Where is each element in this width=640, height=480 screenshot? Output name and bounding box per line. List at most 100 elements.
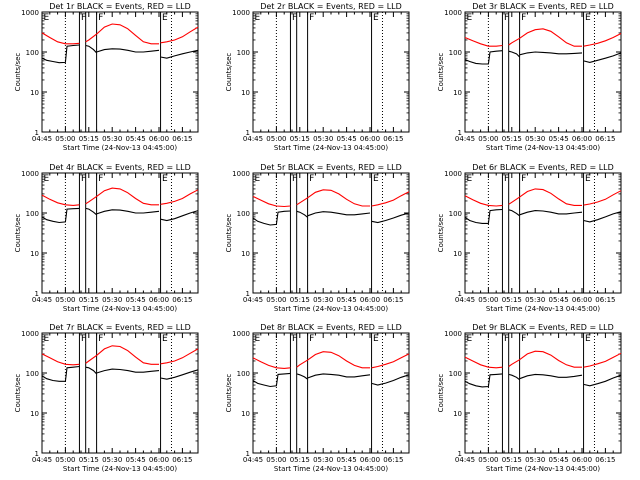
series-line-lld: [464, 36, 503, 47]
x-tick-label: 04:45: [243, 456, 263, 464]
x-tick-label: 06:00: [149, 456, 169, 464]
x-tick-label: 06:15: [383, 456, 403, 464]
marker-label: F: [504, 334, 509, 344]
x-tick-label: 05:15: [290, 135, 310, 143]
series-line-events: [307, 373, 371, 379]
series-line-events: [583, 374, 622, 387]
series-line-lld: [41, 353, 80, 366]
series-line-lld: [160, 26, 199, 44]
y-tick-label: 1: [246, 290, 250, 298]
series-line-lld: [508, 350, 582, 368]
x-tick-label: 05:15: [79, 135, 99, 143]
series-line-lld: [583, 190, 622, 206]
y-tick-label: 1000: [444, 330, 462, 338]
x-tick-label: 05:30: [525, 456, 545, 464]
x-tick-label: 05:30: [313, 135, 333, 143]
series-line-events: [96, 209, 160, 215]
series-line-events: [296, 210, 308, 218]
series-line-events: [160, 49, 199, 59]
series-line-lld: [85, 187, 159, 206]
y-tick-label: 1000: [444, 170, 462, 178]
marker-label: F: [98, 334, 103, 344]
marker-label: E: [585, 334, 591, 344]
y-tick-label: 10: [30, 410, 39, 418]
x-tick-label: 05:45: [126, 296, 146, 304]
x-tick-label: 06:00: [149, 296, 169, 304]
x-axis-label: Start Time (24-Nov-13 04:45:00): [63, 465, 177, 473]
panel-title: Det 8r BLACK = Events, RED = LLD: [260, 323, 402, 332]
marker-label: E: [467, 334, 473, 344]
y-axis-label: Counts/sec: [14, 374, 22, 413]
panel-6: Det 6r BLACK = Events, RED = LLD 1 10 100 10…: [437, 163, 622, 313]
x-tick-label: 06:15: [172, 456, 192, 464]
series-line-lld: [252, 195, 291, 208]
x-tick-label: 06:15: [172, 135, 192, 143]
x-tick-label: 05:00: [266, 296, 286, 304]
x-tick-label: 05:15: [502, 296, 522, 304]
x-tick-label: 05:45: [126, 456, 146, 464]
x-tick-label: 05:45: [337, 456, 357, 464]
x-tick-label: 05:45: [549, 296, 569, 304]
x-axis-label: Start Time (24-Nov-13 04:45:00): [486, 305, 600, 313]
panel-title: Det 9r BLACK = Events, RED = LLD: [472, 323, 614, 332]
x-tick-label: 04:45: [32, 456, 52, 464]
series-line-lld: [85, 23, 159, 45]
x-tick-label: 06:15: [595, 456, 615, 464]
series-line-events: [371, 212, 410, 224]
x-tick-label: 05:30: [525, 135, 545, 143]
y-tick-label: 10: [241, 89, 250, 97]
x-axis-label: Start Time (24-Nov-13 04:45:00): [274, 144, 388, 152]
y-axis-label: Counts/sec: [437, 214, 445, 253]
x-tick-label: 05:45: [126, 135, 146, 143]
y-tick-label: 100: [449, 49, 462, 57]
marker-label: F: [521, 174, 526, 184]
marker-label: E: [373, 174, 379, 184]
x-tick-label: 06:15: [595, 296, 615, 304]
x-tick-label: 06:00: [572, 135, 592, 143]
series-line-events: [464, 50, 503, 65]
panel-7: Det 7r BLACK = Events, RED = LLD 1 10 100 10…: [14, 323, 199, 473]
y-tick-label: 1000: [232, 9, 250, 17]
y-tick-label: 100: [449, 370, 462, 378]
marker-label: E: [467, 13, 473, 23]
x-tick-label: 05:15: [502, 456, 522, 464]
y-tick-label: 10: [453, 410, 462, 418]
series-line-lld: [85, 345, 159, 365]
y-tick-label: 1: [458, 129, 462, 137]
panel-title: Det 4r BLACK = Events, RED = LLD: [49, 163, 191, 172]
panel-title: Det 1r BLACK = Events, RED = LLD: [49, 2, 191, 11]
panel-title: Det 2r BLACK = Events, RED = LLD: [260, 2, 402, 11]
marker-label: E: [255, 334, 261, 344]
x-tick-label: 05:45: [549, 456, 569, 464]
y-tick-label: 100: [237, 49, 250, 57]
x-axis-label: Start Time (24-Nov-13 04:45:00): [486, 465, 600, 473]
x-tick-label: 06:00: [360, 296, 380, 304]
series-line-events: [519, 210, 583, 216]
x-tick-label: 05:00: [266, 135, 286, 143]
marker-label: F: [81, 174, 86, 184]
y-tick-label: 1: [458, 290, 462, 298]
x-tick-label: 05:00: [55, 456, 75, 464]
series-line-events: [464, 208, 503, 224]
x-axis-label: Start Time (24-Nov-13 04:45:00): [63, 144, 177, 152]
x-tick-label: 04:45: [32, 135, 52, 143]
y-tick-label: 10: [453, 89, 462, 97]
series-line-lld: [583, 352, 622, 368]
series-line-lld: [371, 353, 410, 369]
series-line-events: [464, 373, 503, 388]
y-tick-label: 10: [30, 89, 39, 97]
y-tick-label: 100: [26, 210, 39, 218]
panel-title: Det 3r BLACK = Events, RED = LLD: [472, 2, 614, 11]
x-tick-label: 05:00: [266, 456, 286, 464]
y-tick-label: 1: [246, 450, 250, 458]
marker-label: F: [309, 334, 314, 344]
y-axis-label: Counts/sec: [225, 53, 233, 92]
y-axis-label: Counts/sec: [437, 53, 445, 92]
x-tick-label: 05:45: [337, 296, 357, 304]
x-axis-label: Start Time (24-Nov-13 04:45:00): [274, 465, 388, 473]
x-tick-label: 06:00: [572, 456, 592, 464]
x-tick-label: 06:00: [572, 296, 592, 304]
series-line-lld: [41, 194, 80, 206]
x-tick-label: 05:15: [290, 456, 310, 464]
